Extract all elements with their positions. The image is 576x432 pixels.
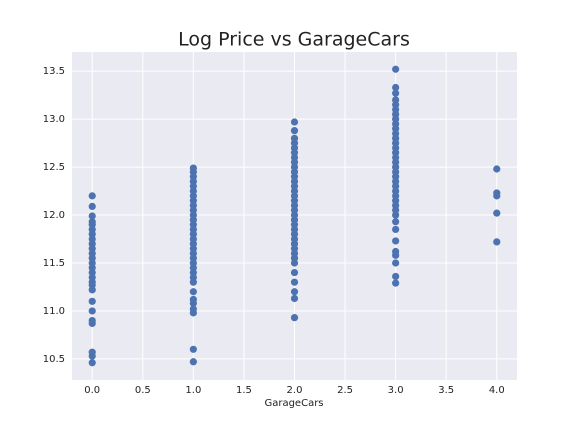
point — [189, 295, 197, 304]
point — [88, 218, 96, 226]
x-tick-label: 0.0 — [84, 385, 100, 396]
point — [392, 225, 400, 234]
point — [189, 164, 197, 172]
y-tick-label: 13.0 — [43, 114, 65, 125]
x-tick-label: 4.0 — [489, 385, 505, 396]
point — [88, 192, 96, 200]
y-tick-label: 13.5 — [43, 66, 65, 77]
x-tick-label: 2.5 — [337, 385, 353, 396]
point — [392, 272, 400, 281]
point — [392, 279, 400, 287]
point — [392, 237, 400, 245]
point — [189, 345, 197, 353]
point — [290, 294, 299, 303]
x-tick-label: 1.0 — [185, 385, 201, 396]
point — [290, 134, 299, 142]
point — [88, 202, 96, 211]
y-tick-label: 11.5 — [43, 258, 65, 269]
point — [290, 288, 299, 296]
point — [493, 238, 501, 246]
x-tick-label: 3.0 — [388, 385, 404, 396]
chart-title: Log Price vs GarageCars — [178, 29, 410, 51]
point — [290, 127, 299, 135]
y-tick-label: 12.0 — [43, 210, 65, 221]
point — [189, 358, 197, 366]
point — [392, 247, 400, 256]
point — [88, 212, 96, 220]
point — [392, 218, 400, 226]
point — [88, 307, 96, 315]
x-axis-label: GarageCars — [264, 398, 323, 409]
point — [493, 165, 501, 173]
x-tick-label: 0.5 — [135, 385, 151, 396]
point — [189, 305, 197, 313]
point — [493, 189, 501, 197]
point — [392, 259, 400, 267]
point — [392, 83, 400, 92]
point — [290, 268, 299, 277]
point — [189, 288, 197, 296]
x-tick-label: 2.0 — [287, 385, 303, 396]
point — [290, 118, 299, 126]
x-tick-label: 1.5 — [236, 385, 252, 396]
y-tick-label: 12.5 — [43, 162, 65, 173]
point — [88, 359, 96, 367]
y-tick-label: 11.0 — [43, 306, 65, 317]
point — [88, 297, 96, 305]
point — [290, 278, 299, 286]
point — [290, 314, 299, 322]
point — [392, 89, 400, 97]
point — [493, 209, 501, 217]
point — [392, 96, 400, 104]
point — [88, 316, 96, 325]
point — [392, 65, 400, 73]
x-tick-label: 3.5 — [438, 385, 454, 396]
point — [88, 348, 96, 356]
y-tick-label: 10.5 — [43, 354, 65, 365]
